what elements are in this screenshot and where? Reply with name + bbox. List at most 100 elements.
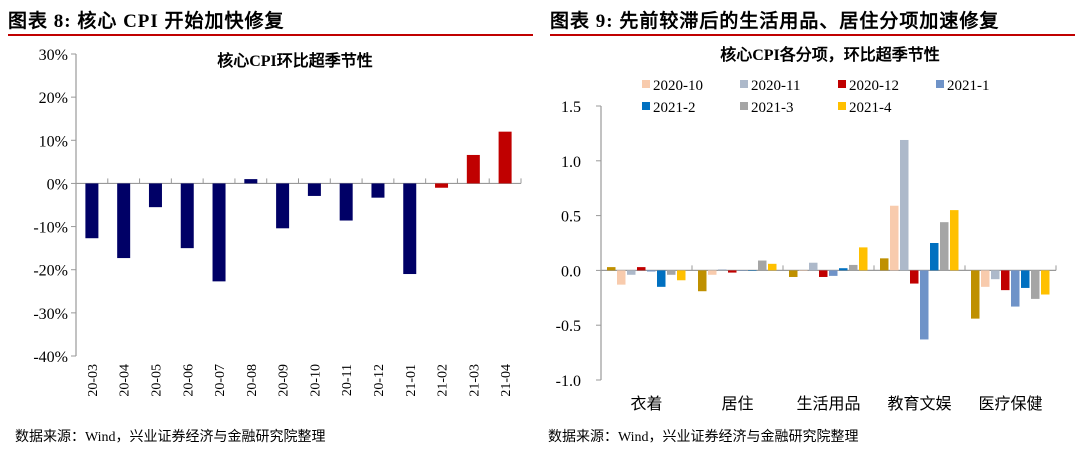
right-bar-series-1-生活用品 [789,270,798,277]
left-x-tick-label: 20-04 [118,364,133,397]
right-bar-2020-12-医疗保健 [1001,270,1010,291]
legend-label: 2021-1 [947,78,990,94]
right-bar-2020-11-居住 [718,269,727,271]
right-bar-2021-3-医疗保健 [1031,270,1040,299]
left-bar-20-04 [117,183,131,259]
left-x-tick-label: 20-11 [340,364,355,396]
right-x-tick-label: 居住 [721,395,753,413]
left-bar-20-08 [244,179,258,184]
left-bar-20-10 [307,183,321,196]
legend-label: 2020-11 [751,78,800,94]
right-bar-series-1-居住 [698,270,707,292]
right-bar-2021-4-生活用品 [859,247,868,271]
right-bar-2021-3-衣着 [667,270,676,275]
left-x-tick-label: 20-07 [213,364,228,397]
right-bar-2021-3-生活用品 [849,264,858,271]
right-bar-2021-2-衣着 [657,270,666,287]
right-figure-title: 图表 9: 先前较滞后的生活用品、居住分项加速修复 [550,11,1000,32]
right-bar-2021-2-生活用品 [839,268,848,271]
right-x-tick-label: 衣着 [630,395,662,413]
right-title-rule [550,34,1075,36]
left-y-tick-label: 30% [39,47,68,64]
right-bar-series-1-衣着 [607,267,616,271]
right-y-tick-label: 1.5 [561,99,581,116]
left-bar-21-04 [498,131,512,184]
right-bar-2020-12-居住 [728,270,737,273]
left-x-tick-label: 21-03 [467,364,482,397]
right-chart-title: 核心CPI各分项，环比超季节性 [720,45,940,64]
left-y-tick-label: 10% [39,133,68,150]
right-bar-2020-10-居住 [708,270,717,275]
left-bar-20-03 [85,183,99,239]
left-bar-21-01 [403,183,417,275]
right-bar-2020-12-生活用品 [819,270,828,277]
left-y-tick-label: 0% [47,176,68,193]
right-y-tick-label: 1.0 [561,154,581,171]
left-x-tick-label: 20-08 [245,364,260,397]
left-y-tick-label: -40% [33,349,68,366]
right-bar-2020-10-生活用品 [799,270,808,271]
right-bar-2021-3-教育文娱 [940,222,949,271]
left-x-tick-label: 20-09 [277,364,292,397]
right-y-tick-label: -0.5 [556,318,581,335]
right-bar-2021-1-医疗保健 [1011,270,1020,307]
right-bar-2021-1-衣着 [647,270,656,272]
right-y-tick-label: 0.0 [561,263,581,280]
right-bar-2021-2-教育文娱 [930,243,939,271]
left-bar-21-03 [466,154,480,184]
right-bar-2020-12-教育文娱 [910,270,919,284]
left-x-tick-label: 21-01 [404,364,419,397]
right-bar-2020-10-衣着 [617,270,626,285]
right-bar-2021-4-衣着 [677,270,686,281]
left-x-tick-label: 20-10 [308,364,323,397]
legend-swatch [838,102,846,110]
legend-swatch [642,80,650,88]
right-bar-2021-4-教育文娱 [950,210,959,271]
left-x-tick-label: 21-02 [436,364,451,397]
right-bar-series-1-教育文娱 [880,258,889,271]
left-y-tick-label: -30% [33,306,68,323]
left-x-tick-label: 20-03 [86,364,101,397]
right-x-tick-label: 医疗保健 [978,395,1042,413]
left-bar-20-05 [148,183,162,208]
right-y-tick-label: 0.5 [561,209,581,226]
legend-label: 2020-10 [653,78,703,94]
right-bar-2021-4-医疗保健 [1041,270,1050,295]
right-bar-2020-11-教育文娱 [900,139,909,271]
right-bar-2021-2-居住 [748,270,757,271]
left-figure-title: 图表 8: 核心 CPI 开始加快修复 [8,11,285,32]
right-bar-2021-1-教育文娱 [920,270,929,340]
legend-swatch [740,80,748,88]
right-bar-2020-11-医疗保健 [991,270,1000,280]
left-x-tick-label: 21-04 [499,364,514,397]
right-bar-2021-4-居住 [768,263,777,271]
left-y-tick-label: -20% [33,263,68,280]
left-y-tick-label: 20% [39,90,68,107]
left-bar-20-07 [212,183,226,282]
legend-label: 2021-4 [849,100,892,116]
right-bar-2021-1-居住 [738,270,747,271]
right-bar-2020-11-衣着 [627,270,636,275]
right-x-tick-label: 生活用品 [796,395,860,413]
right-x-tick-label: 教育文娱 [887,395,951,413]
left-x-tick-label: 20-05 [149,364,164,397]
legend-label: 2020-12 [849,78,899,94]
legend-label: 2021-3 [751,100,794,116]
left-x-tick-label: 20-06 [181,364,196,397]
legend-swatch [642,102,650,110]
left-bar-20-09 [276,183,290,229]
right-bar-2020-10-教育文娱 [890,205,899,271]
right-bar-series-1-医疗保健 [971,270,980,319]
legend-swatch [838,80,846,88]
legend-label: 2021-2 [653,100,696,116]
right-bar-2020-10-医疗保健 [981,270,990,287]
legend-swatch [740,102,748,110]
right-bar-2020-12-衣着 [637,267,646,271]
left-x-tick-label: 20-12 [372,364,387,397]
left-chart-title: 核心CPI环比超季节性 [217,51,373,70]
right-bar-2021-3-居住 [758,260,767,271]
left-bar-20-06 [180,183,194,249]
left-y-tick-label: -10% [33,220,68,237]
left-bar-20-11 [339,183,353,221]
